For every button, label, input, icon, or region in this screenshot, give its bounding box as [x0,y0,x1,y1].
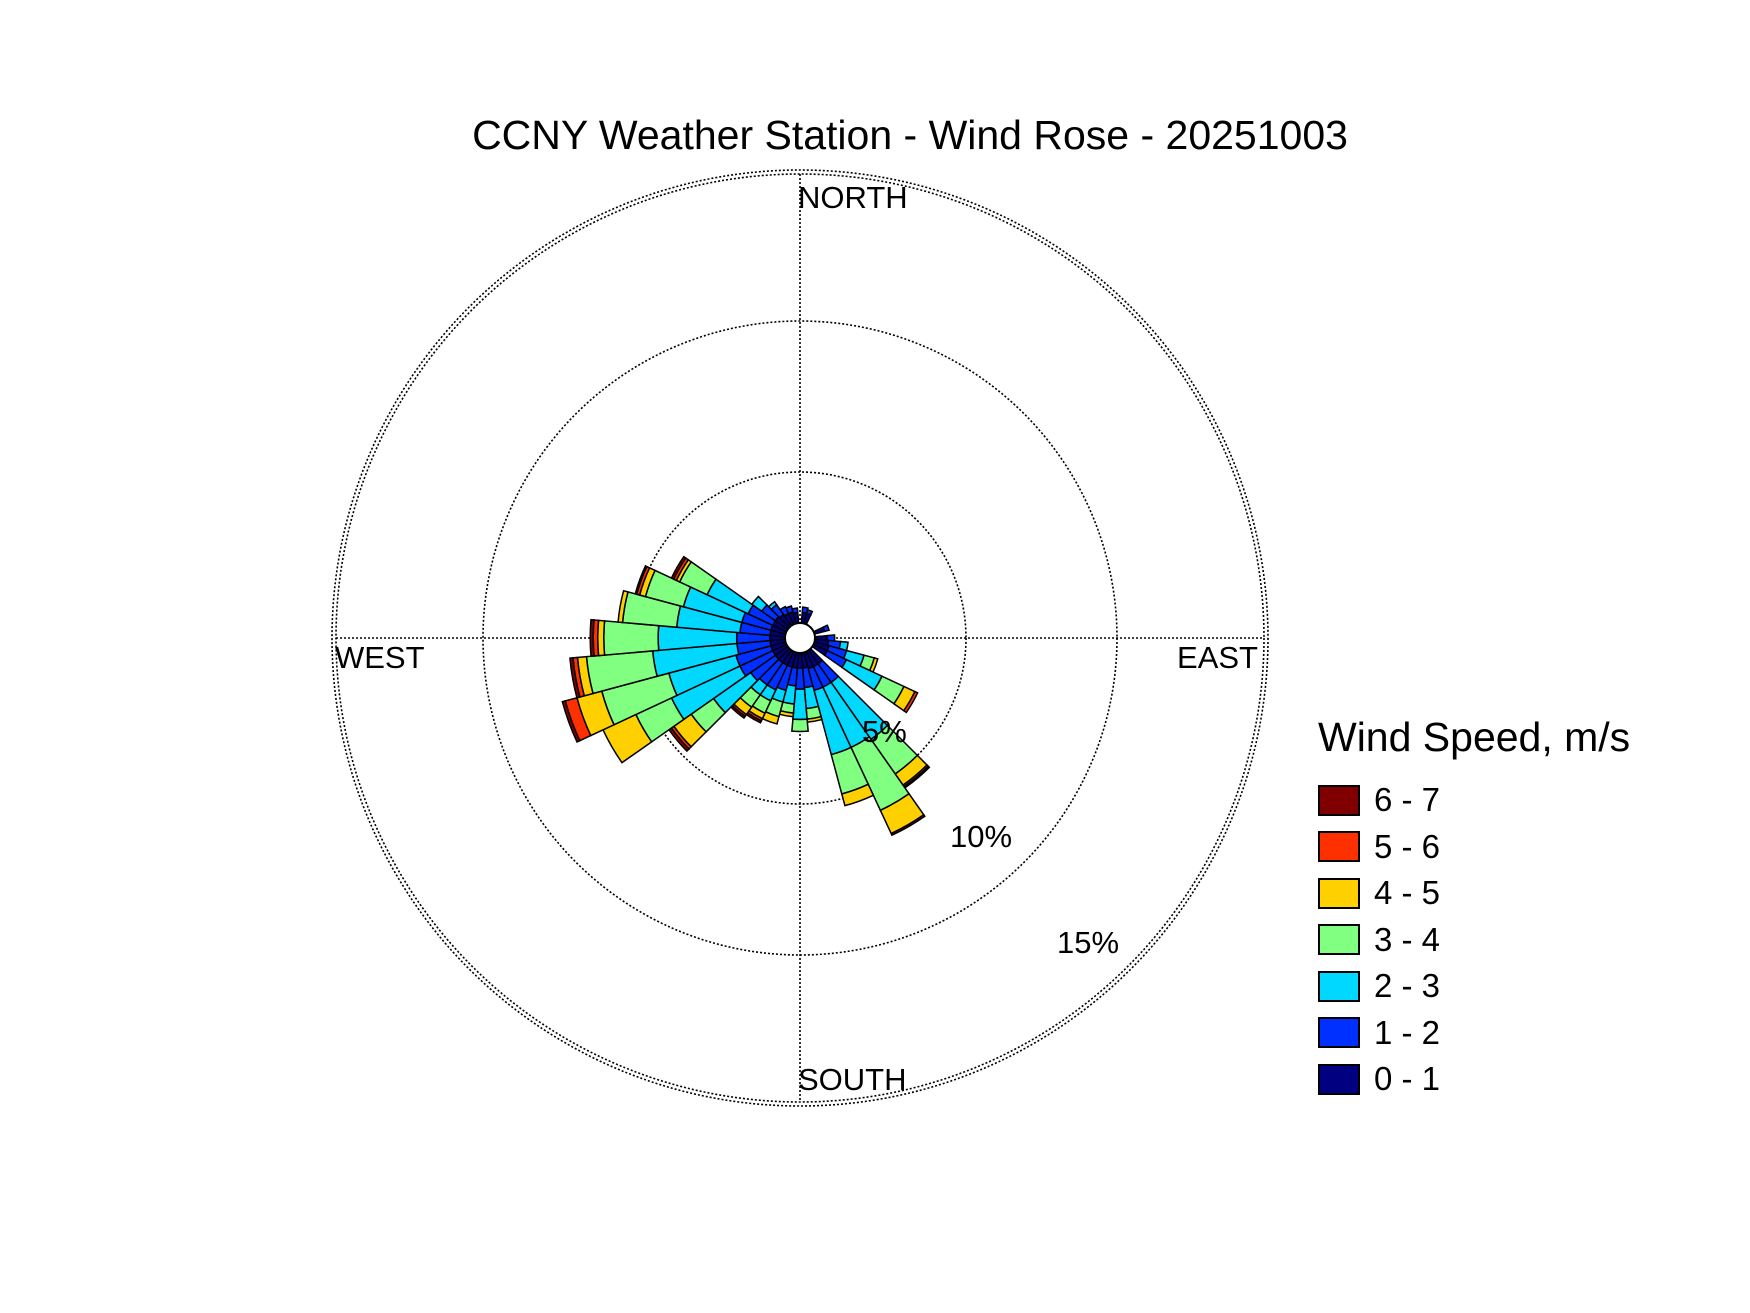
legend-swatch [1318,970,1360,1002]
bar-dir180-bin3 [791,718,809,733]
legend-item: 2 - 3 [1318,963,1630,1010]
bar-dir330-bin1 [779,605,790,617]
direction-label-east: EAST [1177,640,1258,675]
legend-item: 6 - 7 [1318,777,1630,824]
legend-swatch [1318,831,1360,863]
direction-label-west: WEST [335,640,425,675]
bar-dir270-bin3 [603,620,660,656]
ring-label-3: 15% [1057,925,1119,960]
legend-swatch [1318,877,1360,909]
axis-labels: NORTH SOUTH WEST EAST 5% 10% 15% [335,180,1258,1097]
bar-dir260-bin6 [569,657,581,699]
bar-dir340-bin1 [785,605,794,615]
legend-item: 5 - 6 [1318,824,1630,871]
legend: Wind Speed, m/s 6 - 7 5 - 6 4 - 5 3 - 4 2 - … [1318,714,1630,1103]
direction-label-north: NORTH [798,180,908,215]
legend-swatch [1318,924,1360,956]
bar-dir350-bin1 [791,607,799,615]
legend-title: Wind Speed, m/s [1318,714,1631,760]
bar-dir270-bin6 [589,618,595,658]
legend-item: 4 - 5 [1318,870,1630,917]
bar-dir310-bin2 [750,595,769,613]
legend-swatch [1318,1017,1360,1049]
legend-label: 0 - 1 [1374,1060,1441,1098]
legend-label: 3 - 4 [1374,920,1441,958]
bar-dir250-bin6 [561,699,581,743]
chart-title: CCNY Weather Station - Wind Rose - 20251… [472,112,1348,158]
bar-dir20-bin1 [805,608,814,616]
calm-center-circle [784,622,816,654]
legend-item: 3 - 4 [1318,917,1630,964]
legend-label: 5 - 6 [1374,827,1441,865]
bar-dir160-bin4 [840,783,875,807]
bar-dir320-bin2 [767,600,778,611]
legend-label: 1 - 2 [1374,1013,1441,1051]
bar-dir280-bin4 [617,589,629,624]
ring-label-2: 10% [950,819,1012,854]
legend-item: 0 - 1 [1318,1056,1630,1103]
bar-dir290-bin6 [634,564,648,596]
legend-label: 2 - 3 [1374,967,1441,1005]
direction-label-south: SOUTH [798,1062,907,1097]
legend-swatch [1318,784,1360,816]
ring-label-1: 5% [862,714,907,749]
legend-item: 1 - 2 [1318,1010,1630,1057]
wind-rose-bars [561,555,931,837]
legend-label: 4 - 5 [1374,874,1441,912]
bar-dir70-bin1 [822,624,830,633]
bar-dir120-bin5 [902,690,919,714]
legend-swatch [1318,1063,1360,1095]
legend-label: 6 - 7 [1374,781,1441,819]
bar-dir300-bin6 [670,555,687,581]
ring-3 [331,169,1269,1107]
bar-dir150-bin6 [890,813,926,837]
polar-grid [331,169,1269,1107]
